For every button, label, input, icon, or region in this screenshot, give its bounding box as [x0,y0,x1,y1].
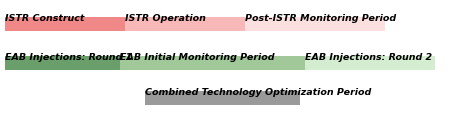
Bar [245,18,385,32]
Text: Combined Technology Optimization Period: Combined Technology Optimization Period [145,87,371,96]
Bar [145,91,300,105]
Text: EAB Initial Monitoring Period: EAB Initial Monitoring Period [120,53,274,61]
Bar [305,56,435,70]
Text: EAB Injections: Round 2: EAB Injections: Round 2 [305,53,432,61]
Text: ISTR Construct: ISTR Construct [5,14,85,23]
Bar [5,56,120,70]
Text: Post-ISTR Monitoring Period: Post-ISTR Monitoring Period [245,14,396,23]
Text: EAB Injections: Round 1: EAB Injections: Round 1 [5,53,132,61]
Bar [125,18,245,32]
Bar [5,18,125,32]
Text: ISTR Operation: ISTR Operation [125,14,206,23]
Bar [120,56,305,70]
